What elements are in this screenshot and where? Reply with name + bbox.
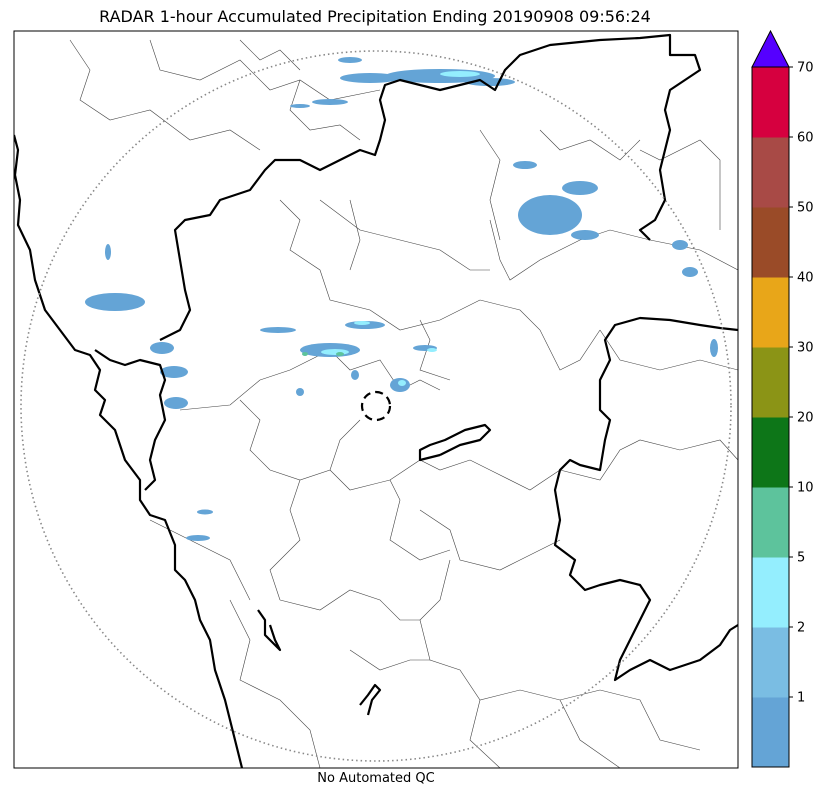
state-boundaries [14, 33, 738, 768]
map-frame [13, 30, 739, 769]
moderate-precipitation-echoes [302, 352, 344, 356]
radar-location-marker [360, 390, 392, 422]
district-boundaries [69, 39, 738, 768]
map-title: RADAR 1-hour Accumulated Precipitation E… [99, 7, 651, 26]
range-ring [20, 50, 732, 762]
light-precipitation-echoes [321, 71, 480, 386]
qc-caption: No Automated QC [317, 771, 435, 786]
precipitation-echoes [85, 57, 718, 541]
